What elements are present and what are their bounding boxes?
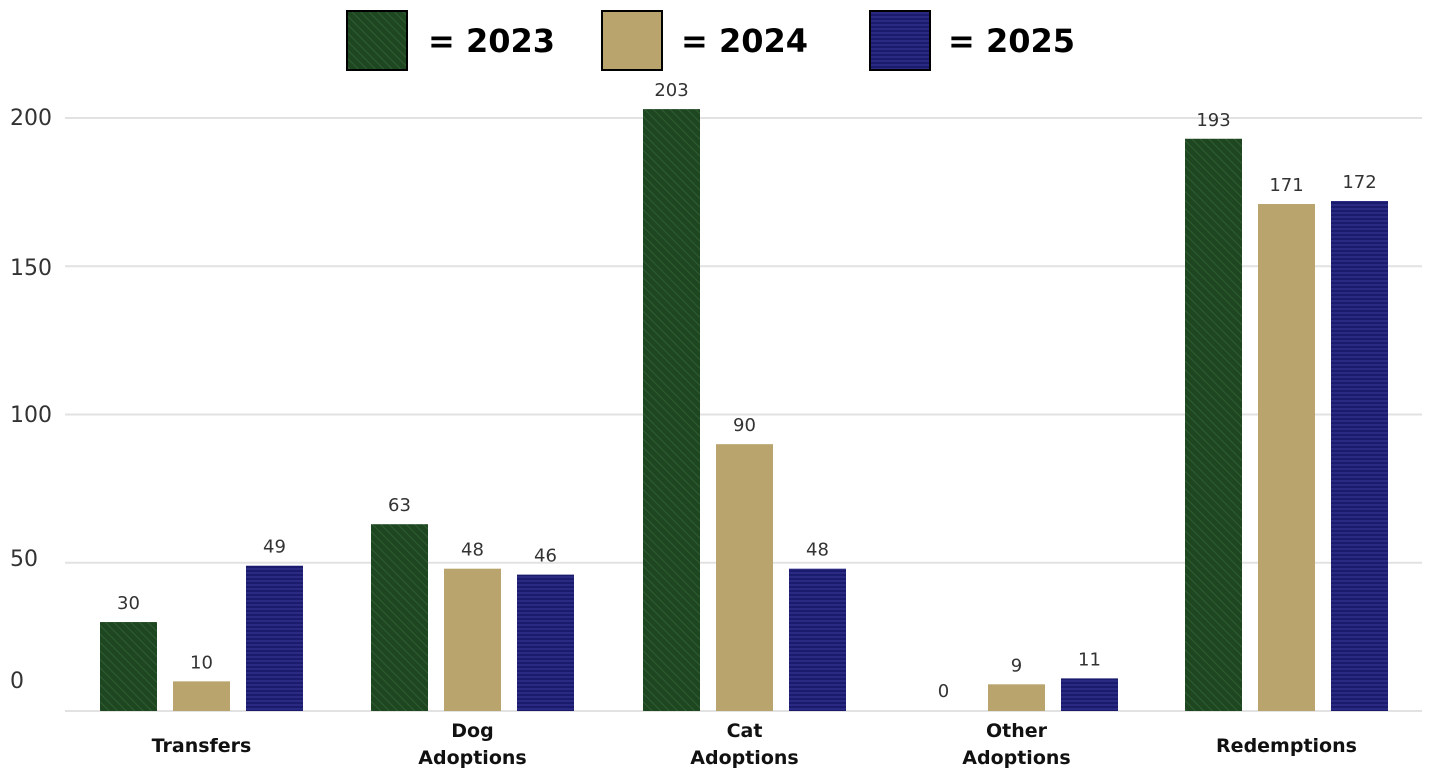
legend-swatch xyxy=(601,10,663,71)
x-category-label: Dog xyxy=(451,720,493,742)
data-label: 203 xyxy=(654,80,688,101)
data-label: 46 xyxy=(534,546,557,567)
data-label: 0 xyxy=(938,681,949,702)
legend-label: = 2025 xyxy=(948,22,1075,60)
y-tick-label: 50 xyxy=(10,547,38,572)
data-label: 10 xyxy=(190,652,213,673)
bar xyxy=(1331,201,1388,711)
bar xyxy=(1185,138,1242,711)
data-label: 48 xyxy=(461,540,484,561)
x-category-label: Adoptions xyxy=(962,747,1070,769)
bar xyxy=(789,568,846,711)
data-label: 90 xyxy=(733,415,756,436)
data-label: 193 xyxy=(1196,110,1230,131)
bar xyxy=(643,109,700,712)
bar xyxy=(444,568,501,711)
data-label: 171 xyxy=(1269,175,1303,196)
legend: = 2023 = 2024 = 2025 xyxy=(346,10,1075,71)
data-label: 172 xyxy=(1342,172,1376,193)
data-label: 48 xyxy=(806,540,829,561)
y-tick-label: 150 xyxy=(10,256,52,281)
legend-label: = 2024 xyxy=(681,22,808,60)
y-tick-label: 200 xyxy=(10,106,52,131)
bar xyxy=(371,524,428,711)
x-category-label: Transfers xyxy=(152,735,252,757)
x-category-label: Cat xyxy=(727,720,763,742)
legend-swatch xyxy=(869,10,931,71)
bar xyxy=(1258,203,1315,712)
bar xyxy=(246,565,303,711)
data-label: 49 xyxy=(263,537,286,558)
bar xyxy=(100,622,157,711)
data-label: 11 xyxy=(1078,649,1101,670)
y-tick-label: 0 xyxy=(10,669,24,694)
legend-swatch xyxy=(346,10,408,71)
y-axis-ticks: 0 50 100 150 200 xyxy=(10,106,52,694)
legend-label: = 2023 xyxy=(428,22,555,60)
value-labels: 30 10 49 63 48 46 203 90 48 0 9 11 193 171 172 xyxy=(117,80,1377,702)
x-category-label: Redemptions xyxy=(1216,735,1357,757)
x-category-label: Other xyxy=(986,720,1048,742)
x-axis-labels: Transfers Dog Adoptions Cat Adoptions Other Ad… xyxy=(152,720,1357,769)
bar xyxy=(517,574,574,711)
bars xyxy=(100,109,1388,712)
y-tick-label: 100 xyxy=(10,403,52,428)
data-label: 63 xyxy=(388,495,411,516)
data-label: 9 xyxy=(1011,655,1022,676)
x-category-label: Adoptions xyxy=(690,747,798,769)
bar xyxy=(1061,678,1118,711)
bar xyxy=(716,444,773,711)
bar xyxy=(988,684,1045,711)
x-category-label: Adoptions xyxy=(418,747,526,769)
bar xyxy=(173,681,230,711)
data-label: 30 xyxy=(117,593,140,614)
